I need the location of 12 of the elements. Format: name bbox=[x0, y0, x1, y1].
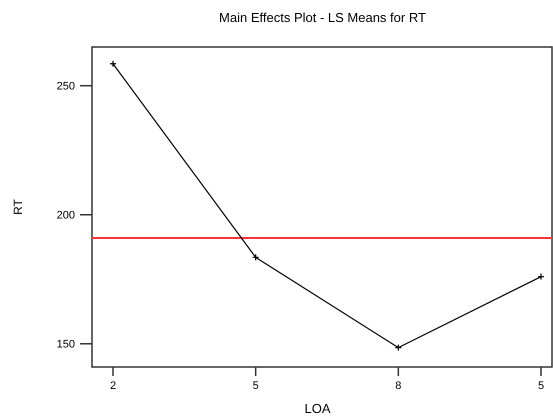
y-axis-title: RT bbox=[11, 198, 25, 215]
y-tick-label: 150 bbox=[56, 338, 75, 351]
x-axis-title: LOA bbox=[304, 401, 331, 416]
x-tick-label: 8 bbox=[395, 380, 402, 392]
y-tick-label: 200 bbox=[56, 210, 75, 222]
x-tick-label: 5 bbox=[538, 380, 544, 392]
point bbox=[252, 254, 260, 261]
x-tick-label: 2 bbox=[110, 380, 116, 392]
point bbox=[394, 344, 402, 352]
x-tick-label: 5 bbox=[252, 380, 259, 392]
chart-title: Main Effects Plot - LS Means for RT bbox=[219, 10, 426, 25]
y-tick-label: 250 bbox=[56, 80, 75, 93]
